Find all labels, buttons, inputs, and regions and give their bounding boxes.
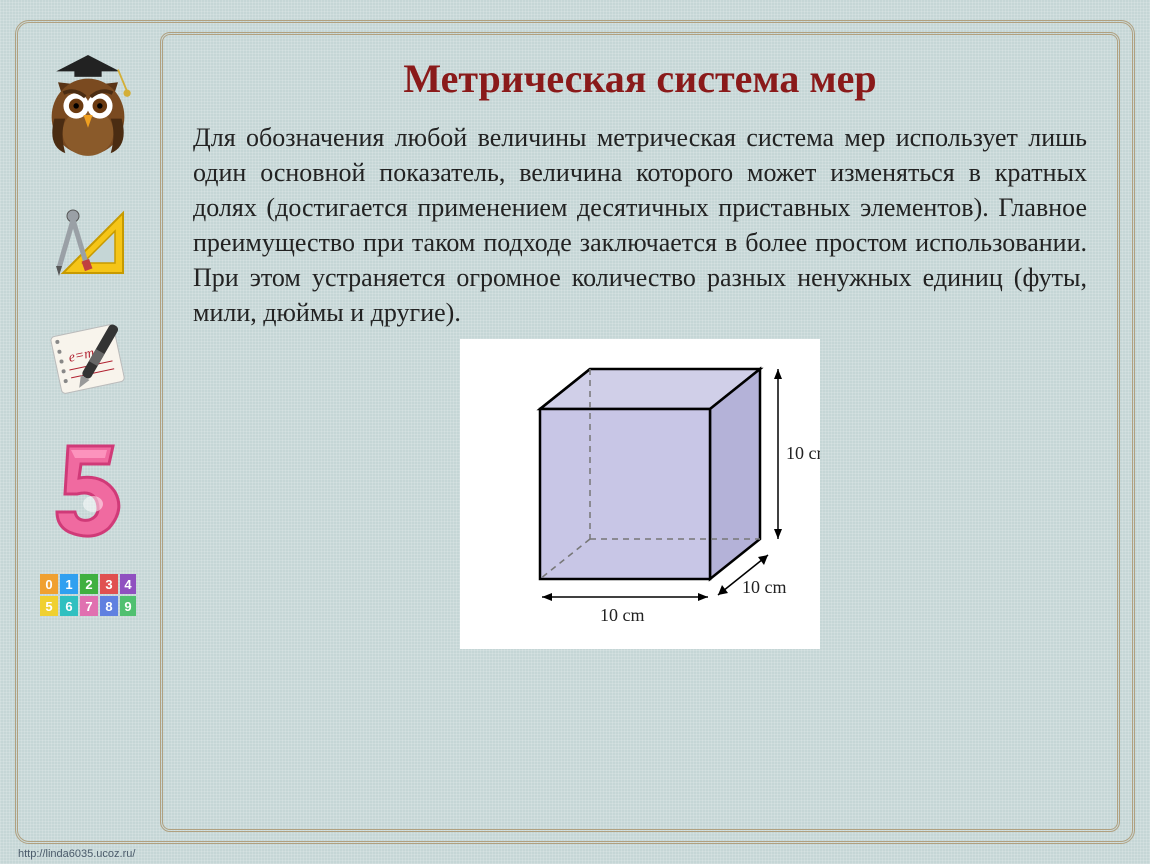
compass-ruler-icon bbox=[38, 198, 138, 288]
cube-height-label: 10 cm bbox=[786, 443, 820, 463]
number-blocks-icon: 0 1 2 3 4 5 6 7 8 9 bbox=[38, 572, 138, 622]
cube-diagram: 10 cm 10 cm 10 cm bbox=[193, 339, 1087, 649]
notebook-pen-icon: e=mc² bbox=[38, 316, 138, 406]
svg-text:1: 1 bbox=[65, 577, 72, 592]
sidebar: e=mc² 0 1 2 3 4 bbox=[28, 30, 148, 830]
svg-text:9: 9 bbox=[124, 599, 131, 614]
svg-text:7: 7 bbox=[85, 599, 92, 614]
svg-text:5: 5 bbox=[45, 599, 52, 614]
content-frame: Метрическая система мер Для обозначения … bbox=[160, 32, 1120, 832]
footer-link[interactable]: http://linda6035.ucoz.ru/ bbox=[18, 848, 135, 860]
svg-text:2: 2 bbox=[85, 577, 92, 592]
number-five-icon bbox=[38, 434, 138, 544]
svg-text:0: 0 bbox=[45, 577, 52, 592]
svg-text:8: 8 bbox=[105, 599, 112, 614]
cube-width-label: 10 cm bbox=[742, 577, 787, 597]
svg-text:3: 3 bbox=[105, 577, 112, 592]
slide-title: Метрическая система мер bbox=[193, 55, 1087, 102]
owl-icon bbox=[38, 40, 138, 170]
svg-text:6: 6 bbox=[65, 599, 72, 614]
slide-body-text: Для обозначения любой величины метрическ… bbox=[193, 120, 1087, 331]
svg-text:4: 4 bbox=[124, 577, 132, 592]
cube-depth-label: 10 cm bbox=[600, 605, 645, 625]
